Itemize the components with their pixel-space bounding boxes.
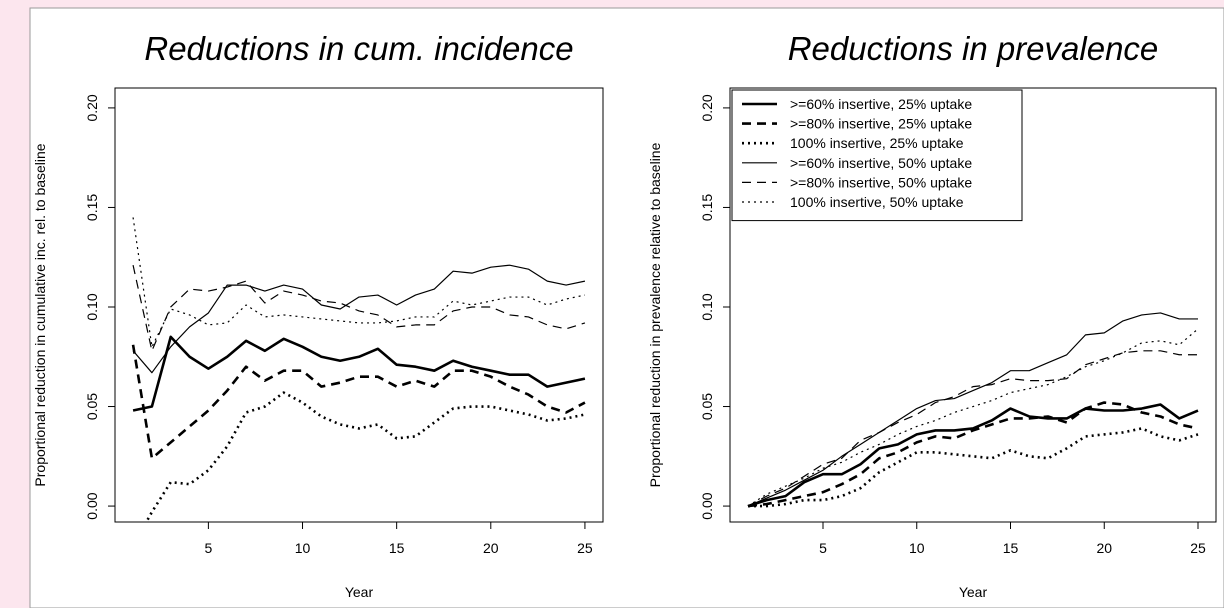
x-tick-label: 20 bbox=[1096, 540, 1112, 556]
plot-box bbox=[729, 87, 1217, 523]
x-tick-label: 25 bbox=[1190, 540, 1206, 556]
y-tick-label: 0.20 bbox=[84, 94, 100, 121]
y-tick-label: 0.15 bbox=[84, 194, 100, 221]
x-axis-label: Year bbox=[959, 584, 988, 600]
x-axis-label: Year bbox=[345, 584, 374, 600]
legend-label: >=60% insertive, 50% uptake bbox=[790, 155, 972, 171]
series-line bbox=[144, 391, 586, 522]
x-tick-label: 25 bbox=[577, 540, 593, 556]
y-tick-label: 0.00 bbox=[699, 492, 715, 519]
legend-label: 100% insertive, 25% uptake bbox=[790, 135, 964, 151]
series-line bbox=[132, 217, 586, 348]
chart-title: Reductions in prevalence bbox=[788, 30, 1159, 67]
x-tick-label: 5 bbox=[819, 540, 827, 556]
y-tick-label: 0.15 bbox=[699, 194, 715, 221]
series-line bbox=[747, 401, 1199, 508]
chart-title: Reductions in cum. incidence bbox=[144, 30, 573, 67]
series-line bbox=[132, 265, 586, 352]
series-line bbox=[747, 403, 1199, 508]
series-line bbox=[132, 335, 586, 412]
plot-area bbox=[747, 312, 1199, 508]
y-tick-label: 0.05 bbox=[84, 393, 100, 420]
legend-label: >=80% insertive, 50% uptake bbox=[790, 174, 972, 190]
y-tick-label: 0.05 bbox=[699, 393, 715, 420]
frame bbox=[29, 7, 1224, 608]
series-line bbox=[132, 264, 586, 374]
y-axis-label: Proportional reduction in prevalence rel… bbox=[647, 142, 663, 487]
series-line bbox=[747, 328, 1199, 507]
x-tick-label: 10 bbox=[295, 540, 311, 556]
y-tick-label: 0.10 bbox=[699, 293, 715, 320]
legend-label: >=80% insertive, 25% uptake bbox=[790, 116, 972, 132]
series-line bbox=[747, 350, 1198, 507]
legend-label: >=60% insertive, 25% uptake bbox=[790, 96, 972, 112]
x-tick-label: 5 bbox=[204, 540, 212, 556]
y-tick-label: 0.00 bbox=[84, 492, 100, 519]
x-tick-label: 20 bbox=[483, 540, 499, 556]
legend-box bbox=[731, 89, 1023, 222]
x-tick-label: 10 bbox=[909, 540, 925, 556]
legend-label: 100% insertive, 50% uptake bbox=[790, 194, 964, 210]
y-axis-label: Proportional reduction in cumulative inc… bbox=[32, 143, 48, 486]
y-tick-label: 0.10 bbox=[84, 293, 100, 320]
plot-box bbox=[114, 87, 604, 523]
x-tick-label: 15 bbox=[389, 540, 405, 556]
y-tick-label: 0.20 bbox=[699, 94, 715, 121]
series-line bbox=[748, 427, 1199, 508]
x-tick-label: 15 bbox=[1003, 540, 1019, 556]
series-line bbox=[747, 312, 1198, 507]
plot-area bbox=[131, 217, 586, 522]
